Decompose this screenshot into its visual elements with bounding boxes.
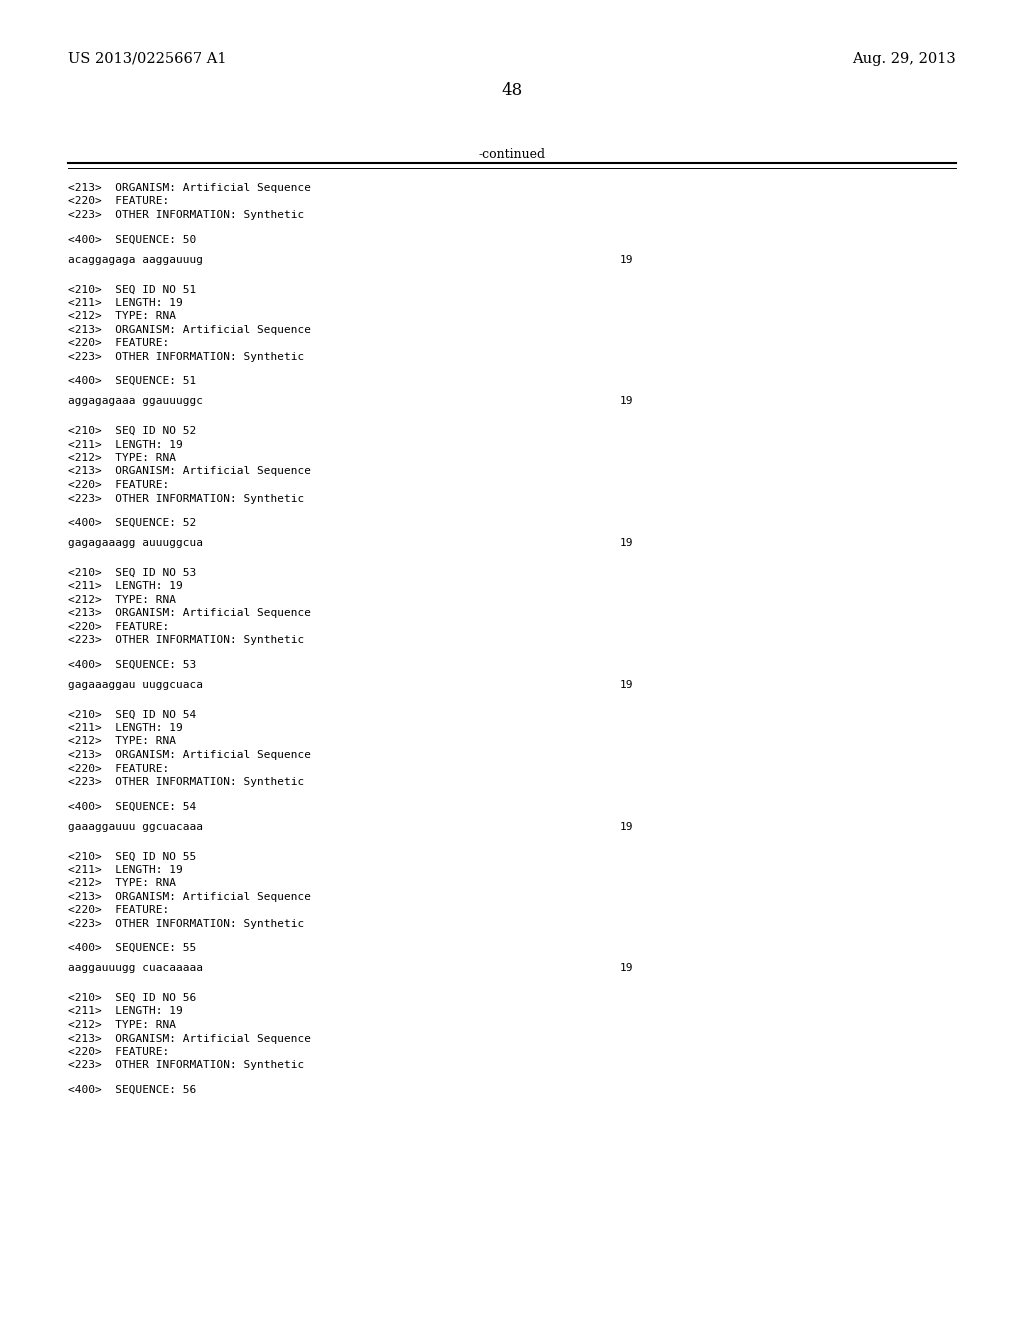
Text: <220>  FEATURE:: <220> FEATURE: [68,338,169,348]
Text: Aug. 29, 2013: Aug. 29, 2013 [852,51,956,66]
Text: acaggagaga aaggauuug: acaggagaga aaggauuug [68,255,203,264]
Text: <212>  TYPE: RNA: <212> TYPE: RNA [68,453,176,463]
Text: <210>  SEQ ID NO 55: <210> SEQ ID NO 55 [68,851,197,861]
Text: <211>  LENGTH: 19: <211> LENGTH: 19 [68,1006,182,1016]
Text: <400>  SEQUENCE: 56: <400> SEQUENCE: 56 [68,1085,197,1094]
Text: <223>  OTHER INFORMATION: Synthetic: <223> OTHER INFORMATION: Synthetic [68,777,304,787]
Text: -continued: -continued [478,148,546,161]
Text: <223>  OTHER INFORMATION: Synthetic: <223> OTHER INFORMATION: Synthetic [68,494,304,503]
Text: aggagagaaa ggauuuggc: aggagagaaa ggauuuggc [68,396,203,407]
Text: <223>  OTHER INFORMATION: Synthetic: <223> OTHER INFORMATION: Synthetic [68,210,304,220]
Text: <210>  SEQ ID NO 54: <210> SEQ ID NO 54 [68,710,197,719]
Text: <211>  LENGTH: 19: <211> LENGTH: 19 [68,723,182,733]
Text: <213>  ORGANISM: Artificial Sequence: <213> ORGANISM: Artificial Sequence [68,750,311,760]
Text: <400>  SEQUENCE: 52: <400> SEQUENCE: 52 [68,517,197,528]
Text: 19: 19 [620,539,634,548]
Text: <220>  FEATURE:: <220> FEATURE: [68,906,169,915]
Text: aaggauuugg cuacaaaaa: aaggauuugg cuacaaaaa [68,964,203,973]
Text: <212>  TYPE: RNA: <212> TYPE: RNA [68,737,176,747]
Text: <211>  LENGTH: 19: <211> LENGTH: 19 [68,865,182,875]
Text: 19: 19 [620,255,634,264]
Text: <210>  SEQ ID NO 56: <210> SEQ ID NO 56 [68,993,197,1003]
Text: gagagaaagg auuuggcua: gagagaaagg auuuggcua [68,539,203,548]
Text: <211>  LENGTH: 19: <211> LENGTH: 19 [68,440,182,450]
Text: <213>  ORGANISM: Artificial Sequence: <213> ORGANISM: Artificial Sequence [68,892,311,902]
Text: <210>  SEQ ID NO 53: <210> SEQ ID NO 53 [68,568,197,578]
Text: <213>  ORGANISM: Artificial Sequence: <213> ORGANISM: Artificial Sequence [68,466,311,477]
Text: <211>  LENGTH: 19: <211> LENGTH: 19 [68,581,182,591]
Text: 48: 48 [502,82,522,99]
Text: 19: 19 [620,396,634,407]
Text: 19: 19 [620,964,634,973]
Text: <400>  SEQUENCE: 55: <400> SEQUENCE: 55 [68,942,197,953]
Text: <212>  TYPE: RNA: <212> TYPE: RNA [68,878,176,888]
Text: <223>  OTHER INFORMATION: Synthetic: <223> OTHER INFORMATION: Synthetic [68,919,304,929]
Text: <400>  SEQUENCE: 54: <400> SEQUENCE: 54 [68,801,197,812]
Text: 19: 19 [620,821,634,832]
Text: <400>  SEQUENCE: 51: <400> SEQUENCE: 51 [68,376,197,385]
Text: <220>  FEATURE:: <220> FEATURE: [68,480,169,490]
Text: <223>  OTHER INFORMATION: Synthetic: <223> OTHER INFORMATION: Synthetic [68,1060,304,1071]
Text: 19: 19 [620,680,634,690]
Text: <212>  TYPE: RNA: <212> TYPE: RNA [68,312,176,321]
Text: <210>  SEQ ID NO 52: <210> SEQ ID NO 52 [68,426,197,436]
Text: <211>  LENGTH: 19: <211> LENGTH: 19 [68,298,182,308]
Text: <212>  TYPE: RNA: <212> TYPE: RNA [68,1020,176,1030]
Text: <213>  ORGANISM: Artificial Sequence: <213> ORGANISM: Artificial Sequence [68,325,311,335]
Text: <220>  FEATURE:: <220> FEATURE: [68,1047,169,1057]
Text: <220>  FEATURE:: <220> FEATURE: [68,763,169,774]
Text: <220>  FEATURE:: <220> FEATURE: [68,622,169,632]
Text: <213>  ORGANISM: Artificial Sequence: <213> ORGANISM: Artificial Sequence [68,609,311,618]
Text: US 2013/0225667 A1: US 2013/0225667 A1 [68,51,226,66]
Text: <213>  ORGANISM: Artificial Sequence: <213> ORGANISM: Artificial Sequence [68,183,311,193]
Text: <212>  TYPE: RNA: <212> TYPE: RNA [68,595,176,605]
Text: <223>  OTHER INFORMATION: Synthetic: <223> OTHER INFORMATION: Synthetic [68,635,304,645]
Text: <400>  SEQUENCE: 50: <400> SEQUENCE: 50 [68,235,197,244]
Text: gaaaggauuu ggcuacaaa: gaaaggauuu ggcuacaaa [68,821,203,832]
Text: <220>  FEATURE:: <220> FEATURE: [68,197,169,206]
Text: <223>  OTHER INFORMATION: Synthetic: <223> OTHER INFORMATION: Synthetic [68,351,304,362]
Text: <210>  SEQ ID NO 51: <210> SEQ ID NO 51 [68,284,197,294]
Text: <400>  SEQUENCE: 53: <400> SEQUENCE: 53 [68,660,197,669]
Text: <213>  ORGANISM: Artificial Sequence: <213> ORGANISM: Artificial Sequence [68,1034,311,1044]
Text: gagaaaggau uuggcuaca: gagaaaggau uuggcuaca [68,680,203,690]
